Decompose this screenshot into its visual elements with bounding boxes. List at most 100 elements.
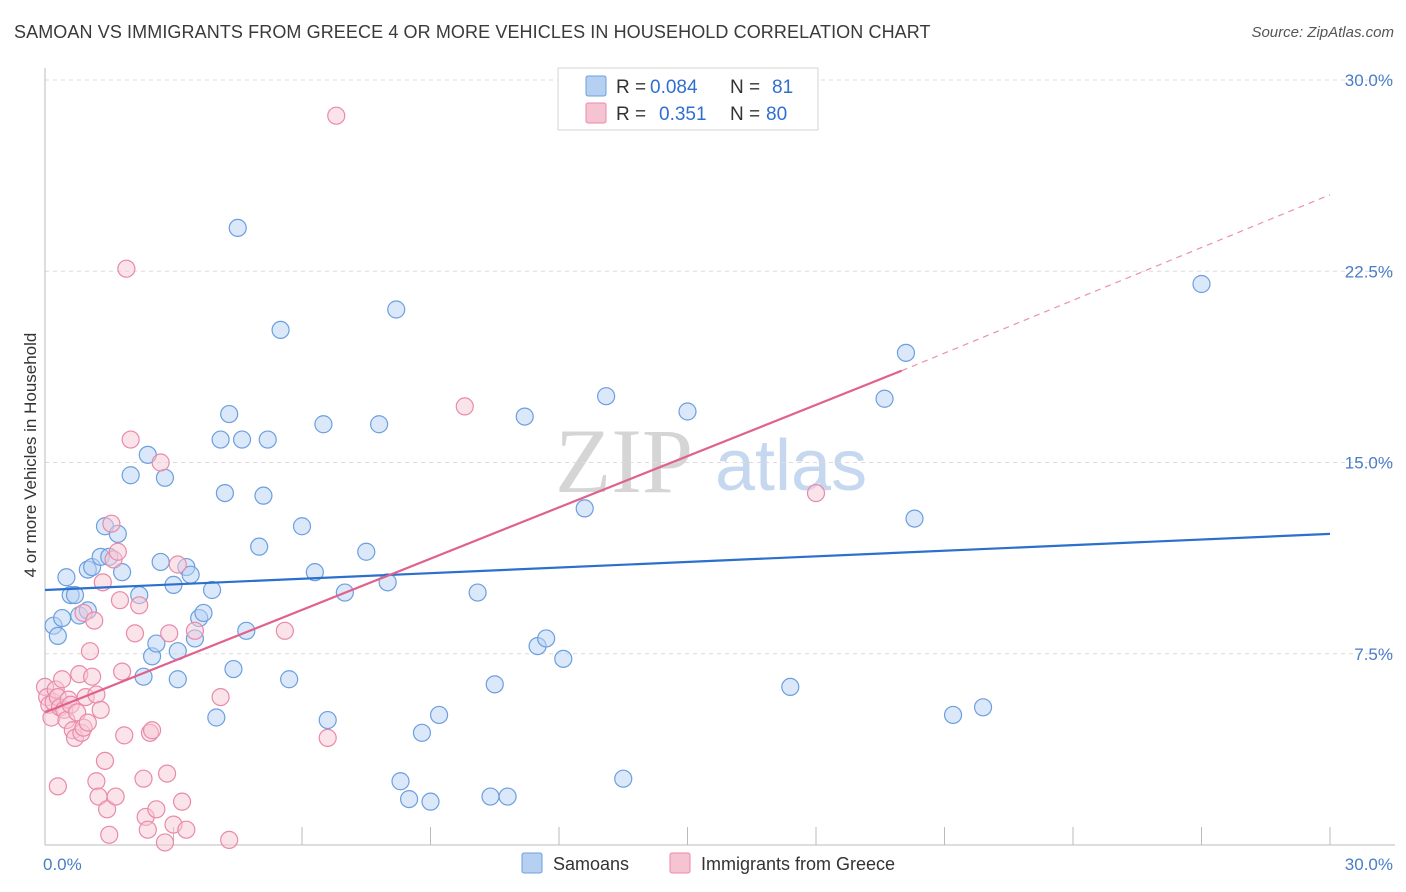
greece-point-34 [102,514,121,533]
legend-label-greece: Immigrants from Greece [701,854,895,874]
greece-point-24 [83,667,102,686]
samoans-point-42 [258,430,277,449]
y-tick-label-1: 15.0% [1345,454,1393,473]
greece-point-45 [134,769,153,788]
samoans-point-59 [468,583,487,602]
legend-label-samoans: Samoans [553,854,629,874]
legend-swatch-samoans-bottom [521,852,543,874]
greece-point-57 [172,792,192,811]
samoans-point-65 [537,629,556,648]
samoans-point-34 [215,484,234,503]
greece-point-51 [151,453,170,472]
samoans-point-70 [678,402,697,421]
samoans-point-14 [112,563,132,582]
legend-n-label-2: N = [730,104,760,125]
greece-point-44 [130,596,149,615]
samoans-point-45 [292,517,312,536]
greece-point-7 [48,777,67,796]
greece-point-22 [78,713,97,732]
greece-points [35,106,826,852]
samoans-point-57 [421,792,440,811]
watermark-atlas: atlas [715,426,867,506]
greece-point-47 [138,820,157,839]
greece-point-58 [177,820,196,839]
greece-point-42 [121,430,140,449]
greece-trend-extension [901,194,1331,372]
watermark-zip: ZIP [555,410,693,512]
y-tick-label-3: 30.0% [1345,71,1393,90]
greece-point-59 [185,621,205,640]
greece-point-39 [112,662,132,681]
samoans-points [44,218,1211,811]
x-tick-label-min: 0.0% [43,855,82,874]
tick-labels: 7.5% 15.0% 22.5% 30.0% 0.0% 30.0% [43,71,1393,874]
legend-swatch-greece [585,102,607,124]
samoans-point-54 [391,772,410,791]
samoans-point-44 [280,670,299,689]
samoans-point-51 [370,415,389,434]
source-label: Source: ZipAtlas.com [1251,24,1394,41]
legend-r-label-1: R = [616,77,646,98]
legend-n-value-2: 80 [766,104,787,125]
greece-point-41 [117,259,136,278]
samoans-point-20 [147,634,166,653]
samoans-point-74 [905,509,924,528]
samoans-point-58 [429,705,449,725]
greece-point-33 [100,825,119,844]
samoans-point-73 [896,343,916,362]
samoans-point-47 [314,415,333,434]
samoans-point-25 [168,670,187,689]
samoans-trend-line [44,532,1331,592]
greece-point-52 [155,833,175,852]
samoans-point-53 [387,300,406,319]
samoans-point-46 [305,563,324,582]
greece-point-65 [455,397,474,416]
greece-point-29 [91,700,110,719]
samoans-point-37 [228,218,247,237]
greece-point-36 [106,787,125,806]
samoans-point-63 [515,407,534,426]
greece-point-63 [318,728,337,748]
greece-point-61 [220,830,239,850]
x-tick-label-max: 30.0% [1345,855,1393,874]
legend-swatch-samoans [585,75,607,97]
samoans-point-15 [121,466,140,485]
legend-swatch-greece-bottom [669,852,691,874]
samoans-point-1 [48,626,67,646]
samoans-point-61 [485,675,504,694]
legend-r-value-2: 0.351 [659,104,707,125]
samoans-point-21 [151,552,170,572]
legend-n-label-1: N = [730,77,760,98]
greece-point-43 [125,624,145,643]
trend-lines [44,194,1331,714]
samoans-point-43 [271,320,290,339]
samoans-point-31 [202,580,222,600]
legend-r-value-1: 0.084 [650,77,698,98]
samoans-point-39 [237,621,256,640]
samoans-point-35 [220,404,239,424]
greece-point-54 [160,624,179,643]
samoans-point-68 [597,387,616,406]
samoans-point-69 [614,769,633,788]
greece-point-23 [80,642,100,661]
samoans-point-77 [1192,274,1211,294]
samoans-point-55 [399,789,419,809]
greece-point-40 [115,726,134,745]
samoans-point-5 [65,585,85,605]
greece-point-31 [95,751,115,770]
greece-point-64 [327,106,346,125]
samoans-point-67 [575,499,594,518]
y-tick-label-2: 22.5% [1345,262,1393,281]
y-tick-label-0: 7.5% [1354,645,1393,664]
greece-point-66 [806,484,826,503]
greece-trend-line [44,369,903,714]
y-axis-title: 4 or more Vehicles in Household [21,333,40,578]
greece-point-32 [98,800,117,819]
samoans-point-33 [211,430,230,449]
samoans-point-30 [194,603,213,623]
greece-point-49 [142,721,162,740]
samoans-point-48 [318,710,337,730]
series-legend: Samoans Immigrants from Greece [521,852,895,874]
chart-title: SAMOAN VS IMMIGRANTS FROM GREECE 4 OR MO… [14,22,931,42]
